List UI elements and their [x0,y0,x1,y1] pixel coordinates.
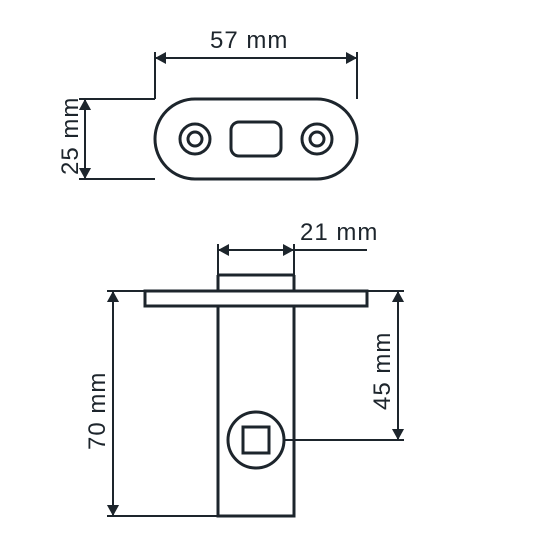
dim-label-57: 57 mm [210,27,288,54]
cam-square [243,427,269,453]
flange [145,291,367,306]
dim-label-70: 70 mm [84,372,111,450]
screw-hole-outer-0 [180,124,210,154]
screw-hole-inner-0 [188,132,202,146]
screw-hole-inner-1 [310,132,324,146]
dim-label-25: 25 mm [57,97,84,175]
cam-circle [228,412,284,468]
center-port [231,122,281,156]
screw-hole-outer-1 [302,124,332,154]
dim-label-45: 45 mm [369,332,396,410]
top-plate [155,99,357,179]
dim-label-21: 21 mm [300,219,378,246]
technical-drawing: 57 mm 25 mm 21 mm 70 mm 45 mm [0,0,551,551]
